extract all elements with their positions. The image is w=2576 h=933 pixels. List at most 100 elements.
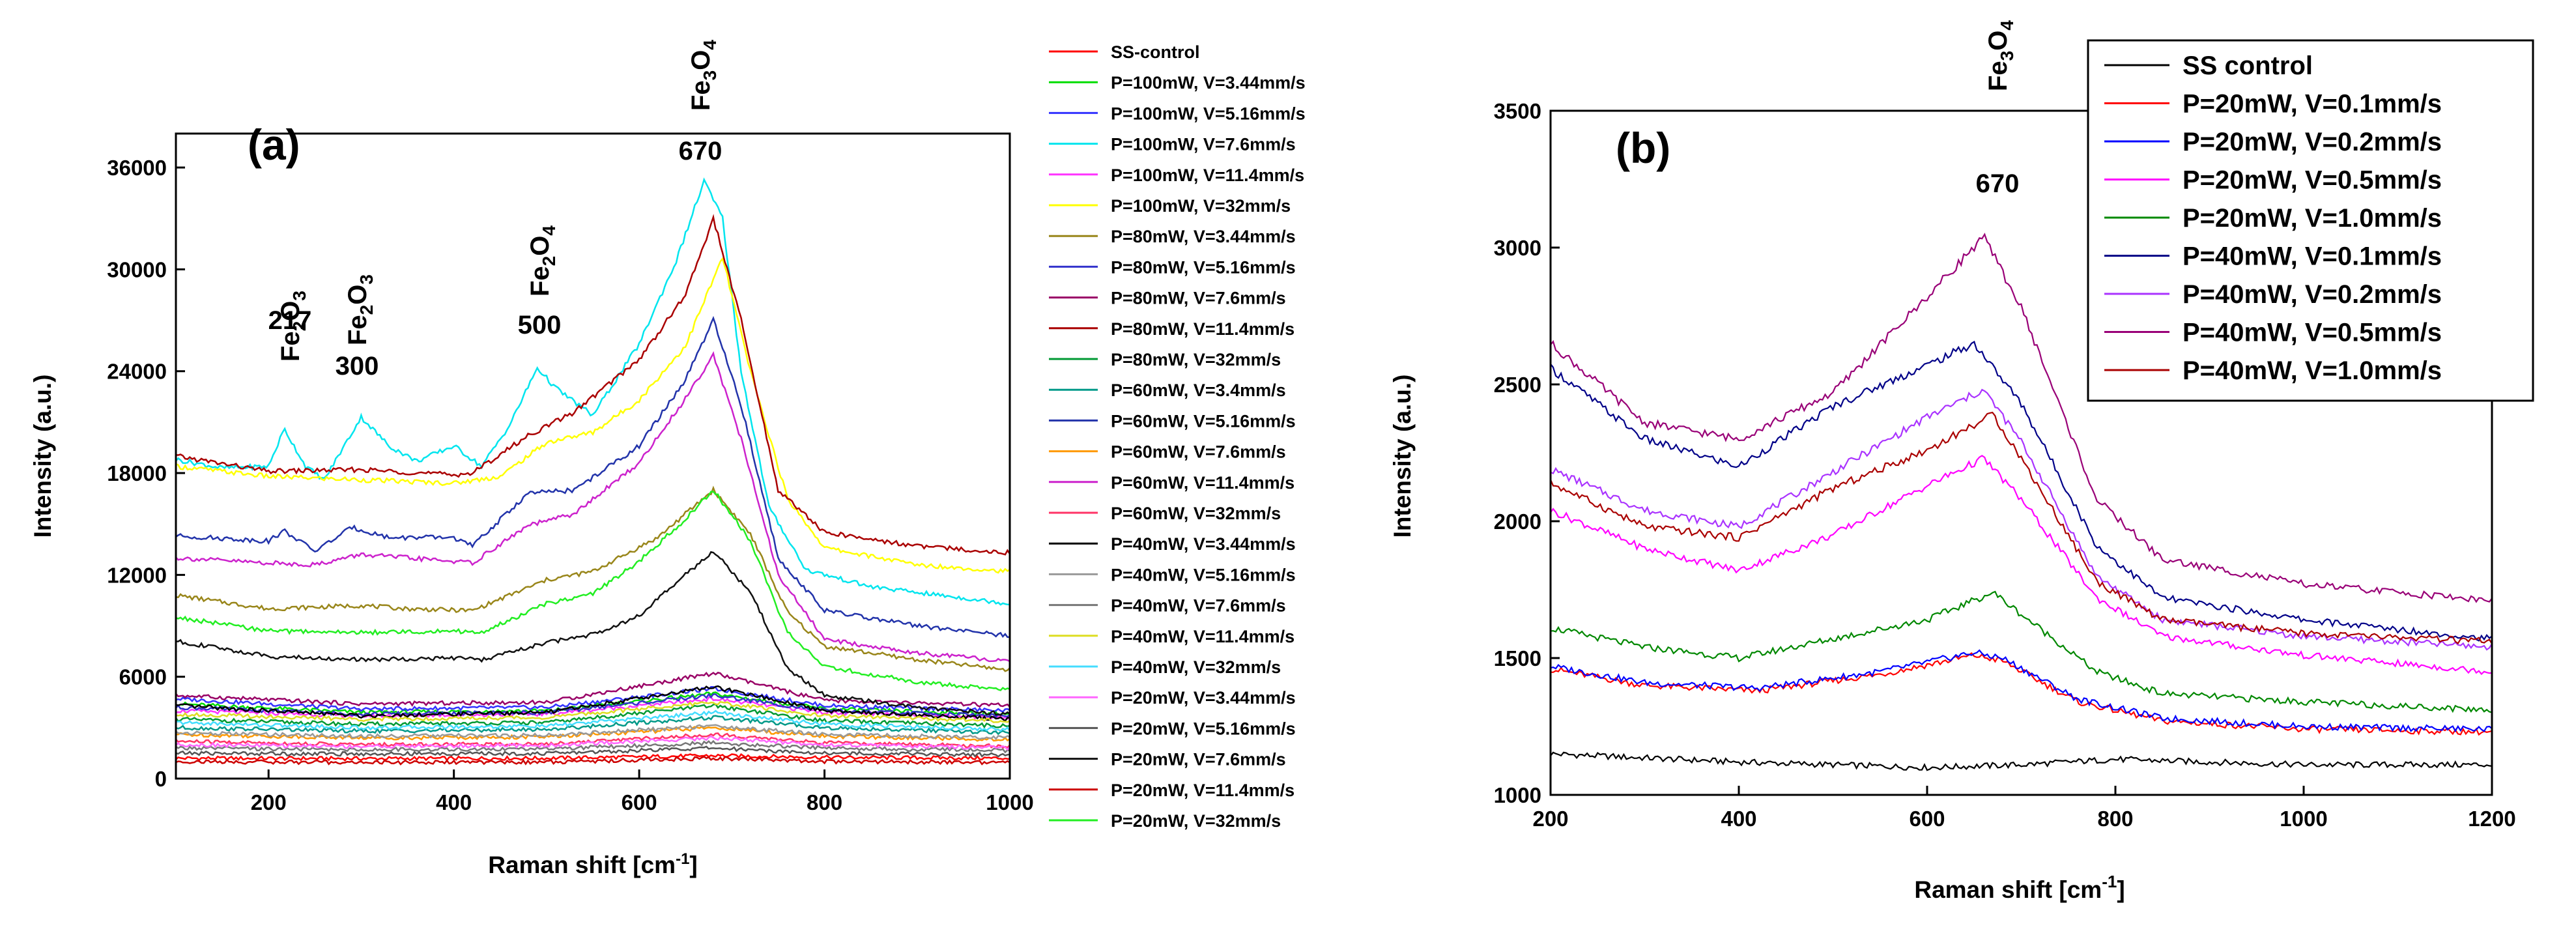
legend-item: P=60mW, V=3.4mm/s [1049, 380, 1286, 400]
legend-item: P=100mW, V=11.4mm/s [1049, 165, 1304, 185]
x-tick-label: 800 [807, 790, 842, 814]
legend-item: P=100mW, V=5.16mm/s [1049, 104, 1306, 123]
legend-item: P=60mW, V=7.6mm/s [1049, 442, 1286, 462]
legend-item: SS control [2104, 51, 2313, 80]
legend-item: P=40mW, V=7.6mm/s [1049, 596, 1286, 616]
chart-a: (a) 200 400 600 800 1000 0 6000 12000 18000 2400… [29, 36, 1388, 878]
y-tick-label: 30000 [107, 257, 167, 281]
chart-a-xlabel: Raman shift [cm-1] [488, 850, 698, 878]
legend-label: P=20mW, V=0.5mm/s [2182, 166, 2442, 195]
series-line [175, 214, 1011, 556]
x-tick-label: 400 [1721, 807, 1756, 831]
y-tick-label: 2000 [1494, 510, 1541, 534]
series-line [1550, 388, 2493, 651]
legend-item: P=20mW, V=11.4mm/s [1049, 781, 1295, 800]
chart-b-y-ticks: 1000 1500 2000 2500 3000 3500 [1494, 99, 1560, 807]
peak-formula: Fe2O3 [343, 274, 377, 345]
legend-label: P=60mW, V=3.4mm/s [1111, 380, 1286, 400]
legend-label: P=40mW, V=32mm/s [1111, 657, 1281, 677]
series-line [175, 724, 1010, 741]
legend-item: P=20mW, V=1.0mm/s [2104, 204, 2442, 233]
chart-b-xlabel: Raman shift [cm-1] [1914, 872, 2125, 903]
legend-label: P=100mW, V=5.16mm/s [1111, 104, 1306, 123]
legend-label: P=40mW, V=5.16mm/s [1111, 565, 1296, 584]
peak-annotation: Fe2O4 500 [518, 225, 562, 339]
chart-a-series [175, 177, 1011, 766]
legend-label: P=20mW, V=11.4mm/s [1111, 781, 1295, 800]
legend-label: P=80mW, V=7.6mm/s [1111, 289, 1286, 308]
series-line [175, 686, 1010, 713]
legend-item: P=80mW, V=3.44mm/s [1049, 227, 1296, 246]
legend-item: P=40mW, V=0.1mm/s [2104, 242, 2442, 271]
series-line [1550, 649, 2493, 733]
legend-item: P=40mW, V=1.0mm/s [2104, 356, 2442, 385]
series-line [175, 753, 1010, 762]
legend-label: P=20mW, V=32mm/s [1111, 811, 1281, 831]
chart-b-annotations: Fe3O4 670 [1976, 20, 2020, 198]
legend-label: P=60mW, V=5.16mm/s [1111, 411, 1296, 431]
x-tick-label: 800 [2097, 807, 2133, 831]
x-tick-label: 1000 [2280, 807, 2327, 831]
legend-label: P=20mW, V=7.6mm/s [1111, 750, 1286, 769]
legend-item: P=100mW, V=7.6mm/s [1049, 135, 1296, 154]
peak-value: 500 [518, 311, 562, 339]
series-line [1550, 455, 2493, 676]
x-tick-label: 200 [251, 790, 287, 814]
chart-a-y-ticks: 0 6000 12000 18000 24000 30000 36000 [107, 156, 185, 791]
legend-item: SS-control [1049, 42, 1200, 62]
legend-item: P=40mW, V=11.4mm/s [1049, 627, 1295, 646]
legend-item: P=60mW, V=5.16mm/s [1049, 411, 1296, 431]
series-line [1549, 411, 2493, 645]
legend-item: P=20mW, V=0.2mm/s [2104, 128, 2442, 156]
peak-annotation: Fe3O4 670 [679, 40, 723, 165]
series-line [176, 551, 1010, 717]
legend-label: SS-control [1111, 42, 1200, 62]
x-tick-label: 1200 [2468, 807, 2515, 831]
legend-label: P=20mW, V=1.0mm/s [2182, 204, 2442, 233]
legend-label: P=60mW, V=32mm/s [1111, 504, 1281, 523]
legend-item: P=20mW, V=0.5mm/s [2104, 166, 2442, 195]
y-tick-label: 24000 [107, 360, 167, 384]
series-line [175, 703, 1010, 729]
series-line [175, 685, 1010, 723]
legend-label: P=60mW, V=11.4mm/s [1111, 473, 1295, 493]
series-line [175, 315, 1010, 639]
legend-item: P=60mW, V=32mm/s [1049, 504, 1281, 523]
x-tick-label: 1000 [986, 790, 1033, 814]
legend-item: P=40mW, V=0.2mm/s [2104, 280, 2442, 309]
series-line [175, 257, 1010, 574]
y-tick-label: 3000 [1494, 236, 1541, 260]
legend-item: P=20mW, V=7.6mm/s [1049, 750, 1286, 769]
legend-label: P=100mW, V=32mm/s [1111, 196, 1291, 216]
x-tick-label: 400 [436, 790, 472, 814]
legend-item: P=40mW, V=0.5mm/s [2104, 319, 2442, 347]
series-line [1550, 751, 2493, 771]
legend-item: P=20mW, V=32mm/s [1049, 811, 1281, 831]
legend-label: P=40mW, V=1.0mm/s [2182, 356, 2442, 385]
peak-formula: Fe2O3 [276, 291, 309, 362]
series-line [175, 177, 1010, 606]
legend-label: P=80mW, V=11.4mm/s [1111, 319, 1295, 339]
legend-item: P=80mW, V=5.16mm/s [1049, 257, 1296, 277]
legend-item: P=20mW, V=5.16mm/s [1049, 719, 1296, 738]
legend-label: P=20mW, V=0.1mm/s [2182, 90, 2442, 119]
y-tick-label: 2500 [1494, 373, 1541, 397]
panel-label-b: (b) [1616, 124, 1670, 172]
chart-a-plot-frame [175, 132, 1011, 780]
chart-a-x-ticks: 200 400 600 800 1000 [251, 769, 1034, 814]
legend-item: P=80mW, V=11.4mm/s [1049, 319, 1295, 339]
chart-b-x-ticks: 200 400 600 800 1000 1200 [1532, 786, 2516, 831]
legend-box [2087, 39, 2534, 402]
peak-value: 300 [336, 352, 379, 380]
x-tick-label: 200 [1532, 807, 1568, 831]
series-line [1550, 233, 2493, 603]
legend-item: P=40mW, V=32mm/s [1049, 657, 1281, 677]
legend-label: P=100mW, V=3.44mm/s [1111, 73, 1306, 93]
chart-b-legend: SS control P=20mW, V=0.1mm/s P=20mW, V=0.2… [2087, 39, 2534, 402]
legend-label: P=100mW, V=11.4mm/s [1111, 165, 1304, 185]
legend-item: P=40mW, V=3.44mm/s [1049, 534, 1296, 554]
legend-item: P=60mW, V=11.4mm/s [1049, 473, 1295, 493]
legend-label: P=40mW, V=0.5mm/s [2182, 319, 2442, 347]
